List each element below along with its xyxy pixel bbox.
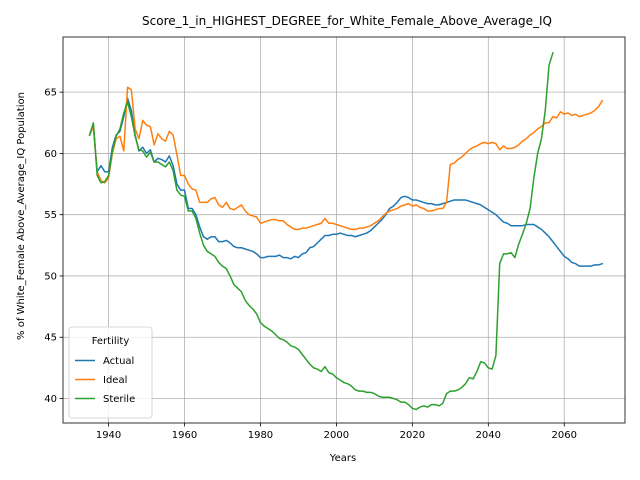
y-tick-label: 55 — [44, 210, 57, 221]
series-line-actual — [88, 97, 604, 267]
y-tick-label: 60 — [44, 149, 57, 160]
legend: Fertility Actual Ideal Sterile — [68, 326, 153, 419]
legend-title: Fertility — [92, 336, 130, 347]
x-tick-label: 2040 — [476, 430, 501, 441]
x-tick-label: 2000 — [324, 430, 349, 441]
grid — [63, 37, 625, 423]
plot-frame — [62, 36, 626, 424]
x-tick-label: 1980 — [248, 430, 273, 441]
x-axis: 1940 1960 1980 2000 2020 2040 2060 — [96, 423, 577, 441]
y-tick-label: 65 — [44, 88, 57, 99]
y-axis-label: % of White_Female Above_Average_IQ Popul… — [16, 92, 27, 340]
x-tick-label: 1960 — [172, 430, 197, 441]
x-tick-label: 2060 — [552, 430, 577, 441]
x-axis-label: Years — [329, 453, 356, 464]
legend-label-actual: Actual — [103, 356, 134, 367]
y-tick-label: 45 — [44, 333, 57, 344]
legend-label-sterile: Sterile — [103, 394, 135, 405]
x-tick-label: 1940 — [96, 430, 121, 441]
y-tick-label: 50 — [44, 271, 57, 282]
series-line-sterile — [88, 51, 554, 411]
legend-label-ideal: Ideal — [103, 375, 127, 386]
y-tick-label: 40 — [44, 394, 57, 405]
series-line-ideal — [88, 86, 604, 231]
chart-title: Score_1_in_HIGHEST_DEGREE_for_White_Fema… — [142, 14, 552, 28]
y-axis: 40 45 50 55 60 65 — [44, 88, 63, 405]
x-tick-label: 2020 — [400, 430, 425, 441]
legend-box — [68, 326, 153, 419]
series-layer — [88, 51, 604, 411]
